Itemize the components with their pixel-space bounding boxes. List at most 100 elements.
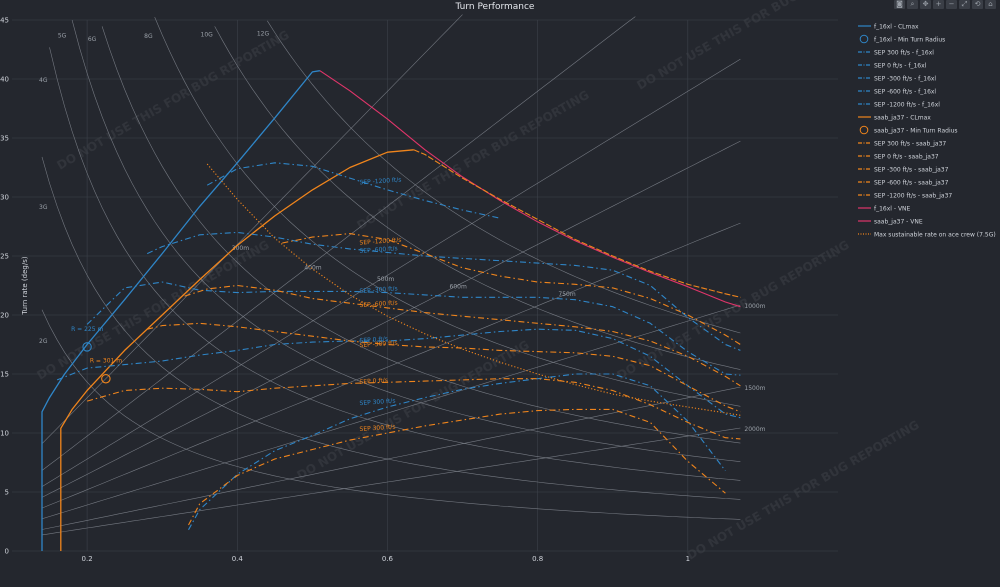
- marker-label: R = 225 m: [71, 326, 103, 333]
- legend-item-saab-ja37-vne[interactable]: saab_ja37 - VNE: [858, 218, 923, 225]
- legend-item-sep-300-ft-s-f-16xl[interactable]: SEP -300 ft/s - f_16xl: [858, 75, 936, 82]
- x-tick-label: 1: [686, 555, 690, 563]
- minus-icon[interactable]: −: [946, 0, 957, 9]
- legend-label: SEP 0 ft/s - saab_ja37: [874, 153, 939, 160]
- legend-item-f-16xl-clmax[interactable]: f_16xl - CLmax: [858, 23, 919, 30]
- chart-title: Turn Performance: [455, 2, 535, 12]
- legend-item-saab-ja37-clmax[interactable]: saab_ja37 - CLmax: [858, 114, 931, 121]
- reset-icon[interactable]: ⟲: [972, 0, 983, 9]
- series-sep-300-ft-s-f-16xl: [188, 373, 726, 531]
- radius-line-600: [41, 140, 741, 498]
- radius-line-750: [41, 222, 741, 509]
- legend-item-f-16xl-min-turn-radius[interactable]: f_16xl - Min Turn Radius: [859, 34, 945, 44]
- legend-item-sep-1200-ft-s-f-16xl[interactable]: SEP -1200 ft/s - f_16xl: [858, 101, 940, 108]
- g-line-8: [154, 16, 741, 407]
- g-line-label: 6G: [88, 36, 97, 43]
- radius-line-label: 1000m: [744, 303, 765, 310]
- plus-icon[interactable]: +: [933, 0, 944, 9]
- legend-item-sep-600-ft-s-saab-ja37[interactable]: SEP -600 ft/s - saab_ja37: [858, 179, 949, 186]
- series-sep-300-ft-s-saab-ja37: [188, 408, 726, 526]
- series-max-sustainable-rate-on-ace-crew-7-5g: [206, 163, 741, 416]
- series-layer: [41, 70, 741, 551]
- legend-swatch: [859, 34, 869, 44]
- legend-item-max-sustainable-rate-on-ace-crew-7-5g[interactable]: Max sustainable rate on ace crew (7.5G): [858, 231, 996, 238]
- g-line-10: [214, 26, 741, 370]
- series-sep-0-ft-s-f-16xl: [56, 328, 741, 419]
- g-line-6: [101, 26, 741, 444]
- marker-label: R = 301 m: [90, 358, 122, 365]
- legend-label: saab_ja37 - VNE: [874, 218, 923, 225]
- g-line-2: [41, 309, 741, 520]
- legend-label: f_16xl - VNE: [874, 205, 911, 212]
- g-line-4: [49, 47, 741, 481]
- watermark-text: DO NOT USE THIS FOR BUG REPORTING: [55, 28, 292, 173]
- g-line-12: [267, 20, 741, 334]
- g-line-label: 10G: [201, 31, 214, 38]
- watermark-text: DO NOT USE THIS FOR BUG REPORTING: [35, 238, 272, 383]
- radius-line-2000: [41, 427, 741, 536]
- radius-line-label: 1500m: [744, 385, 765, 392]
- legend-label: SEP -600 ft/s - saab_ja37: [874, 179, 949, 186]
- legend-label: SEP -1200 ft/s - f_16xl: [874, 101, 940, 108]
- series-saab-ja37-vne: [413, 149, 741, 298]
- radius-line-1000: [41, 304, 741, 520]
- radius-line-label: 300m: [232, 245, 249, 252]
- y-tick-label: 5: [5, 489, 9, 497]
- legend-label: f_16xl - CLmax: [874, 23, 919, 30]
- legend-item-sep-300-ft-s-saab-ja37[interactable]: SEP -300 ft/s - saab_ja37: [858, 166, 949, 173]
- legend-item-f-16xl-vne[interactable]: f_16xl - VNE: [858, 205, 911, 212]
- plot-toolbar: ◙ ⌕ ✥ + − ⤢ ⟲ ⌂: [894, 0, 996, 9]
- x-tick-label: 0.4: [232, 555, 244, 563]
- y-tick-label: 45: [0, 17, 9, 25]
- y-tick-label: 20: [0, 312, 9, 320]
- marker-saab-ja37-min-turn-radius: [101, 373, 111, 384]
- sep-annotation: SEP -300 ft/s: [359, 285, 398, 295]
- watermark-text: DO NOT USE THIS FOR BUG REPORTING: [295, 338, 532, 483]
- y-tick-label: 25: [0, 253, 9, 261]
- y-tick-label: 10: [0, 430, 9, 438]
- legend[interactable]: f_16xl - CLmax f_16xl - Min Turn Radius SE…: [858, 23, 996, 238]
- legend-label: SEP -600 ft/s - f_16xl: [874, 88, 936, 95]
- x-tick-label: 0.6: [382, 555, 394, 563]
- series-sep-0-ft-s-saab-ja37: [86, 378, 741, 440]
- radius-line-label: 400m: [304, 264, 321, 271]
- series-sep-300-ft-s-f-16xl: [86, 281, 741, 376]
- legend-label: SEP 0 ft/s - f_16xl: [874, 62, 927, 69]
- x-tick-label: 0.8: [532, 555, 543, 563]
- legend-item-sep-300-ft-s-f-16xl[interactable]: SEP 300 ft/s - f_16xl: [858, 49, 934, 56]
- y-tick-label: 0: [5, 548, 9, 556]
- legend-item-sep-300-ft-s-saab-ja37[interactable]: SEP 300 ft/s - saab_ja37: [858, 140, 946, 147]
- radius-line-400: [41, 16, 636, 471]
- legend-label: SEP 300 ft/s - saab_ja37: [874, 140, 946, 147]
- series-sep-1200-ft-s-f-16xl: [206, 162, 501, 219]
- legend-item-saab-ja37-min-turn-radius[interactable]: saab_ja37 - Min Turn Radius: [859, 125, 958, 134]
- zoom-icon[interactable]: ⌕: [907, 0, 918, 9]
- watermark-text: DO NOT USE THIS FOR BUG REPORTING: [355, 88, 592, 233]
- legend-item-sep-0-ft-s-f-16xl[interactable]: SEP 0 ft/s - f_16xl: [858, 62, 927, 69]
- legend-label: saab_ja37 - Min Turn Radius: [874, 127, 958, 134]
- g-line-5: [71, 20, 741, 462]
- sep-annotation: SEP 0 ft/s: [359, 377, 388, 386]
- watermark-text: DO NOT USE THIS FOR BUG REPORTING: [615, 238, 852, 383]
- legend-label: f_16xl - Min Turn Radius: [874, 36, 945, 43]
- sep-annotation: SEP 300 ft/s: [359, 398, 395, 407]
- camera-icon[interactable]: ◙: [894, 0, 905, 9]
- series-sep-600-ft-s-f-16xl: [146, 231, 741, 351]
- sep-annotation: SEP 0 ft/s: [359, 336, 388, 345]
- series-f-16xl-vne: [319, 70, 741, 308]
- watermark-text: DO NOT USE THIS FOR BUG REPORTING: [685, 418, 922, 563]
- legend-item-sep-600-ft-s-f-16xl[interactable]: SEP -600 ft/s - f_16xl: [858, 88, 936, 95]
- g-line-3: [41, 156, 741, 500]
- legend-item-sep-1200-ft-s-saab-ja37[interactable]: SEP -1200 ft/s - saab_ja37: [858, 192, 952, 199]
- y-tick-label: 30: [0, 194, 9, 202]
- legend-item-sep-0-ft-s-saab-ja37[interactable]: SEP 0 ft/s - saab_ja37: [858, 153, 939, 160]
- radius-line-1500: [41, 386, 741, 530]
- autoscale-icon[interactable]: ⤢: [959, 0, 970, 9]
- pan-icon[interactable]: ✥: [920, 0, 931, 9]
- series-sep-600-ft-s-saab-ja37: [184, 284, 741, 387]
- g-line-label: 2G: [39, 338, 48, 345]
- home-icon[interactable]: ⌂: [985, 0, 996, 9]
- legend-label: SEP -300 ft/s - f_16xl: [874, 75, 936, 82]
